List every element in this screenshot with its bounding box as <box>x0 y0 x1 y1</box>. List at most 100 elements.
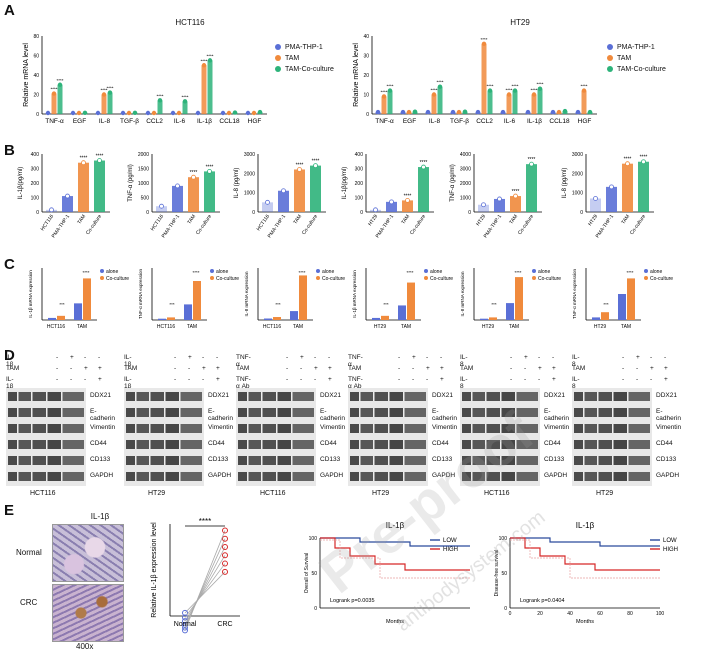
data-point <box>81 160 86 166</box>
cell-line-label: HT29 <box>596 490 614 497</box>
x-tick-label: TAM <box>77 324 87 330</box>
cell-line-label: HCT116 <box>484 490 510 497</box>
data-point <box>257 109 263 115</box>
treatment-sign: + <box>552 376 556 383</box>
legend-label: Co-culture <box>106 276 129 282</box>
bar <box>478 204 489 212</box>
data-point <box>222 544 228 550</box>
treatment-sign: - <box>650 376 653 383</box>
x-tick-label: HT29 <box>482 324 494 330</box>
x-tick-label: HT29 <box>475 214 487 228</box>
blot-band <box>8 392 84 401</box>
bar <box>431 94 437 114</box>
data-point <box>145 110 151 116</box>
protein-label: CD44 <box>208 440 225 447</box>
x-tick-label: IL-6 <box>174 118 186 125</box>
protein-label: DDX21 <box>320 392 341 399</box>
bar <box>172 185 183 212</box>
treatment-sign: - <box>300 376 303 383</box>
treatment-sign: + <box>664 376 668 383</box>
panel-c-label: C <box>4 256 15 273</box>
protein-label: E-cadherin <box>208 408 233 422</box>
x-tick-label: HT29 <box>367 214 379 228</box>
data-point <box>82 110 88 116</box>
data-point <box>562 108 568 114</box>
data-point <box>191 174 196 180</box>
protein-label: CD44 <box>544 440 561 447</box>
bar <box>494 198 505 212</box>
km-high-curve <box>320 537 470 571</box>
legend-a1: PMA-THP-1 TAM TAM-Co-culture <box>275 42 334 75</box>
x-tick-label: CCL18 <box>219 118 240 125</box>
treatment-label: IL-1β <box>124 354 132 368</box>
protein-label: Vimentin <box>432 424 458 431</box>
bar <box>184 304 192 320</box>
x-tick-label: TAM <box>187 324 197 330</box>
data-point <box>313 163 318 169</box>
sig-label: *** <box>383 302 389 307</box>
treatment-sign: - <box>84 354 87 361</box>
sig-label: **** <box>206 53 213 58</box>
y-tick-label: 0 <box>468 210 471 216</box>
y-tick-label: 0 <box>36 112 39 118</box>
protein-label: CD133 <box>90 456 111 463</box>
sig-label: **** <box>50 87 57 92</box>
data-point <box>421 164 426 170</box>
treatment-label: IL-8 <box>572 354 580 368</box>
panel-d-label: D <box>4 347 15 364</box>
treatment-sign: + <box>426 365 430 372</box>
legend-dot <box>100 276 104 280</box>
blot-band <box>350 392 426 401</box>
protein-label: GAPDH <box>656 472 680 479</box>
panel-d-blots: IL-1β-+--TAM--++IL-1β Ab---+DDX21E-cadhe… <box>0 352 716 502</box>
treatment-sign: - <box>398 365 401 372</box>
blot-band <box>574 440 650 449</box>
row-label-normal: Normal <box>16 548 42 557</box>
y-tick-label: 100 <box>499 536 508 542</box>
x-tick-label: HCT116 <box>40 214 56 233</box>
blot-band <box>238 456 314 465</box>
blot-band <box>350 408 426 417</box>
x-tick-label: CCL18 <box>549 118 570 125</box>
bar <box>201 65 207 114</box>
data-point <box>101 92 107 97</box>
y-tick-label: 50 <box>501 571 507 577</box>
x-tick-label: Normal <box>174 621 197 628</box>
blot-image <box>124 388 204 486</box>
protein-label: Vimentin <box>320 424 346 431</box>
y-tick-label: 1000 <box>460 196 471 202</box>
x-tick-label: TAM <box>186 214 197 226</box>
data-point <box>201 63 207 68</box>
sig-label: *** <box>603 302 609 307</box>
bar <box>74 303 82 320</box>
y-tick-label: 0 <box>252 210 255 216</box>
data-point <box>157 98 163 103</box>
x-tick-label: 40 <box>567 611 573 617</box>
protein-label: GAPDH <box>90 472 114 479</box>
y-tick-label: 100 <box>31 196 40 202</box>
treatment-sign: - <box>412 365 415 372</box>
x-tick-label: HGF <box>248 118 262 125</box>
sig-label: *** <box>275 302 281 307</box>
panel-e-label: E <box>4 502 15 519</box>
treatment-sign: - <box>664 354 667 361</box>
y-axis-label: IL-1β(pg/ml) <box>342 167 348 199</box>
blot-image <box>460 388 540 486</box>
treatment-label: IL-1β <box>6 354 14 368</box>
sig-label: **** <box>436 80 443 85</box>
sig-label: **** <box>96 154 104 160</box>
sig-label: **** <box>106 86 113 91</box>
bar <box>489 317 497 320</box>
treatment-sign: - <box>286 365 289 372</box>
treatment-sign: + <box>328 376 332 383</box>
treatment-sign: - <box>174 354 177 361</box>
y-tick-label: 100 <box>309 536 318 542</box>
sig-label: **** <box>514 270 521 275</box>
bar <box>622 163 633 212</box>
data-point <box>375 109 381 115</box>
data-point <box>550 109 556 115</box>
x-tick-label: TAM <box>293 324 303 330</box>
treatment-sign: - <box>328 354 331 361</box>
sig-label: **** <box>181 94 188 99</box>
treatment-label: TNF-α <box>236 354 251 368</box>
